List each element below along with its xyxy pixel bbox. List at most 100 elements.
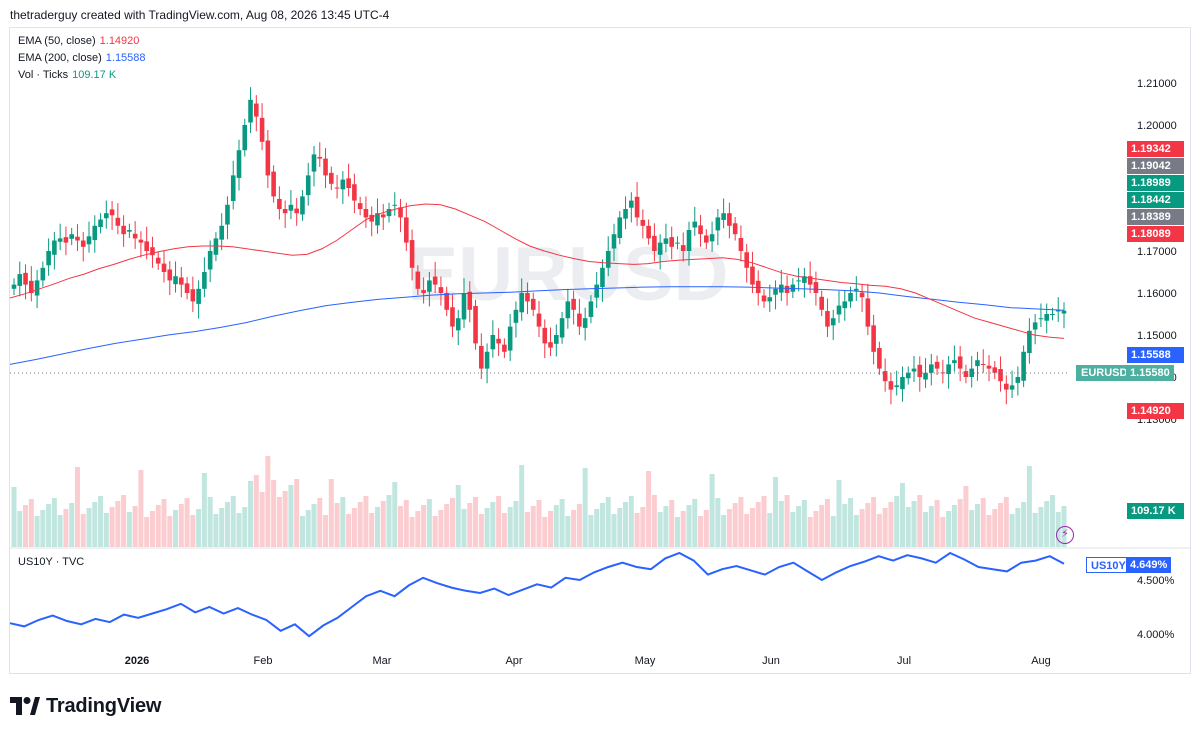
candle <box>830 309 836 341</box>
volume-bar <box>51 498 57 547</box>
volume-bar <box>680 511 686 547</box>
volume-bar <box>894 496 900 547</box>
candle <box>629 192 634 223</box>
volume-bar <box>328 479 334 547</box>
volume-bar <box>807 517 813 547</box>
candle <box>271 165 276 203</box>
candle <box>698 214 703 247</box>
candle <box>92 215 98 253</box>
candle <box>415 265 421 296</box>
candle <box>675 236 680 250</box>
volume-bars <box>11 456 1067 547</box>
time-tick-label: May <box>635 655 656 667</box>
candle <box>940 359 946 384</box>
volume-bar <box>513 501 519 547</box>
candle <box>980 349 986 373</box>
ema50-line <box>9 203 1065 339</box>
volume-bar <box>663 506 669 547</box>
time-axis[interactable]: 2026 Feb Mar Apr May Jun Jul Aug <box>125 655 1051 667</box>
volume-bar <box>178 504 184 547</box>
tradingview-logo[interactable]: TradingView <box>10 693 161 719</box>
volume-bar <box>17 511 23 547</box>
volume-bar <box>184 498 190 547</box>
volume-bar <box>207 497 213 547</box>
volume-bar <box>57 515 63 547</box>
volume-bar <box>934 500 940 547</box>
volume-bar <box>11 487 17 547</box>
volume-bar <box>403 500 409 547</box>
candle <box>773 280 778 310</box>
volume-bar <box>173 510 179 547</box>
volume-bar <box>767 513 773 547</box>
candle <box>380 203 386 230</box>
volume-bar <box>109 507 115 547</box>
candle <box>334 174 340 199</box>
volume-bar <box>703 510 709 547</box>
current-price-tag: 1.15580 <box>1126 365 1174 381</box>
legend-ema200[interactable]: EMA (200, close) 1.15588 <box>18 52 146 64</box>
candle <box>421 277 426 304</box>
volume-bar <box>669 500 675 547</box>
volume-bar <box>859 509 865 547</box>
candle <box>859 284 865 312</box>
volume-bar <box>161 499 167 547</box>
candle <box>1038 303 1044 328</box>
volume-bar <box>998 503 1004 547</box>
volume-bar <box>144 517 150 547</box>
candle <box>836 290 842 323</box>
volume-bar <box>778 501 784 547</box>
candle <box>686 221 692 266</box>
volume-bar <box>963 486 969 547</box>
chart-frame[interactable] <box>9 27 1191 674</box>
volume-bar <box>992 509 998 547</box>
lightning-icon[interactable]: ⚡ <box>1056 526 1074 544</box>
volume-bar <box>836 480 842 547</box>
candle <box>750 251 755 293</box>
candle <box>559 311 565 344</box>
legend-ema50[interactable]: EMA (50, close) 1.14920 <box>18 35 139 47</box>
candle <box>40 261 46 287</box>
time-tick-label: 2026 <box>125 655 149 667</box>
volume-bar <box>311 504 317 547</box>
volume-bar <box>946 511 952 547</box>
volume-bar <box>167 516 173 547</box>
volume-bar <box>726 509 732 547</box>
volume-bar <box>496 496 502 547</box>
candle <box>375 198 380 234</box>
candle <box>294 198 299 226</box>
candle <box>242 118 248 157</box>
candle <box>346 163 351 197</box>
volume-bar <box>155 505 161 547</box>
volume-bar <box>490 502 496 547</box>
volume-bar <box>876 514 882 547</box>
legend-us10y[interactable]: US10Y · TVC <box>18 556 84 568</box>
candle <box>802 267 807 298</box>
us10y-axis[interactable]: 4.500% 4.000% <box>1137 575 1175 641</box>
volume-bar <box>265 456 271 547</box>
legend-vol[interactable]: Vol · Ticks 109.17 K <box>18 69 116 81</box>
volume-bar <box>674 517 680 547</box>
volume-bar <box>1026 466 1032 547</box>
volume-bar <box>980 498 986 547</box>
us10y-symbol: US10Y <box>1091 560 1126 572</box>
volume-bar <box>126 512 132 547</box>
candle <box>473 299 478 350</box>
volume-bar <box>565 516 571 547</box>
candle <box>173 261 178 293</box>
candle <box>404 202 409 251</box>
volume-bar <box>69 503 75 547</box>
volume-bar <box>438 510 444 547</box>
legend-vol-label: Vol · Ticks <box>18 69 69 81</box>
volume-bar <box>923 512 929 547</box>
candle <box>1021 345 1026 388</box>
candle <box>842 290 848 321</box>
candle <box>300 190 305 221</box>
legend-ema200-value: 1.15588 <box>105 52 146 64</box>
volume-bar <box>467 503 473 547</box>
candle <box>63 226 69 256</box>
volume-bar <box>421 505 427 547</box>
current-symbol: EURUSD <box>1081 367 1128 379</box>
us10y-line <box>9 551 1065 638</box>
volume-bar <box>605 497 611 547</box>
